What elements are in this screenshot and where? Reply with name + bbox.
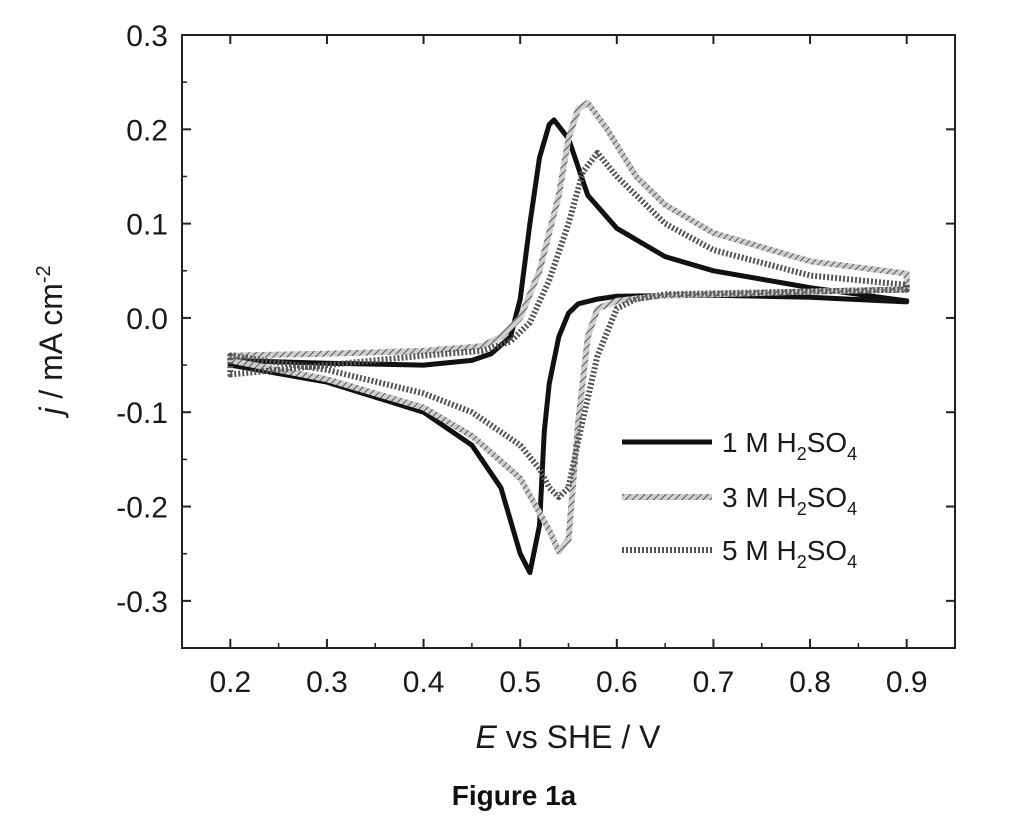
y-tick-label: 0.1 xyxy=(126,209,168,242)
x-tick-label: 0.5 xyxy=(499,666,541,699)
y-tick-label: -0.3 xyxy=(116,586,168,619)
figure-caption: Figure 1a xyxy=(0,780,1028,812)
legend-label-5m: 5 M H2SO4 xyxy=(722,535,857,572)
y-tick-label: 0.2 xyxy=(126,114,168,147)
x-tick-label: 0.9 xyxy=(886,666,928,699)
cv-chart: 0.2 0.3 0.4 0.5 0.6 0.7 0.8 0.9 -0.3 -0.2 -0.1 0.0… xyxy=(0,0,1028,780)
y-axis-title: j / mA cm-2 xyxy=(33,265,69,418)
x-tick-label: 0.8 xyxy=(789,666,831,699)
y-tick-label: 0.3 xyxy=(126,20,168,53)
y-tick-label: -0.1 xyxy=(116,397,168,430)
legend-label-1m: 1 M H2SO4 xyxy=(722,427,857,464)
y-tick-label: -0.2 xyxy=(116,492,168,525)
y-tick-label: 0.0 xyxy=(126,303,168,336)
legend: 1 M H2SO4 3 M H2SO4 5 M H2SO4 xyxy=(622,427,857,572)
legend-label-3m: 3 M H2SO4 xyxy=(722,482,857,519)
x-axis-title: E vs SHE / V xyxy=(476,719,662,755)
x-tick-label: 0.6 xyxy=(596,666,638,699)
x-tick-label: 0.2 xyxy=(209,666,251,699)
x-tick-label: 0.7 xyxy=(693,666,735,699)
x-tick-label: 0.3 xyxy=(306,666,348,699)
x-tick-label: 0.4 xyxy=(403,666,445,699)
